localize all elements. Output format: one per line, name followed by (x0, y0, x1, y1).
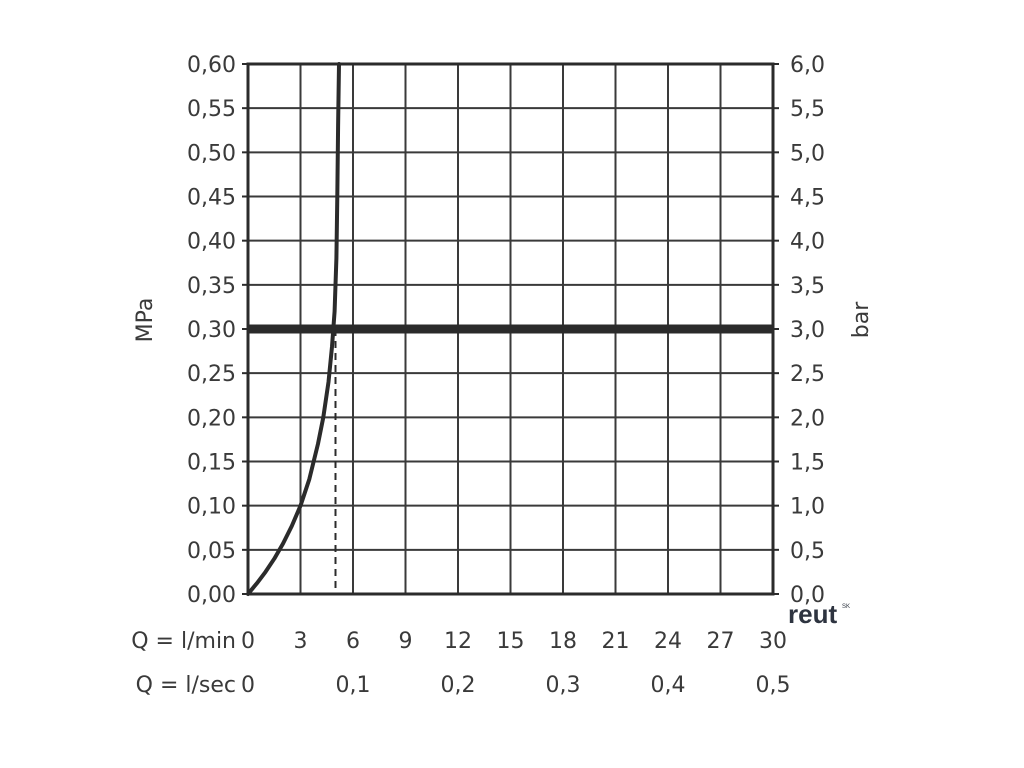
y-tick-label-right: 3,0 (790, 318, 825, 343)
x-tick-label-lmin: 9 (399, 629, 413, 654)
reference-lines (248, 324, 773, 594)
x-ticks-lsec: 0 0,1 0,2 0,3 0,4 0,5 (241, 673, 791, 698)
y-tick-label-right: 4,0 (790, 230, 825, 255)
y-tick-label-right: 4,5 (790, 186, 825, 211)
x-tick-label-lsec: 0 (241, 673, 255, 698)
brand-logo: reut SK (788, 599, 850, 629)
y-ticks-right: 0,0 0,5 1,0 1,5 2,0 2,5 3,0 3,5 4,0 4,5 5,0 5,5 6,0 (773, 53, 825, 608)
x-tick-label-lmin: 27 (707, 629, 735, 654)
x-tick-label-lmin: 6 (346, 629, 360, 654)
y-tick-label-right: 1,0 (790, 495, 825, 520)
y-tick-label-right: 6,0 (790, 53, 825, 78)
logo-text: reut (788, 599, 837, 629)
logo-sup: SK (842, 604, 850, 610)
x-ticks-lmin: 0 3 6 9 12 15 18 21 24 27 30 (241, 629, 787, 654)
y-tick-label-left: 0,20 (187, 406, 236, 431)
x-tick-label-lsec: 0,3 (546, 673, 581, 698)
y-tick-label-left: 0,00 (187, 583, 236, 608)
y-tick-label-right: 2,0 (790, 406, 825, 431)
y-tick-label-left: 0,60 (187, 53, 236, 78)
y-tick-label-left: 0,05 (187, 539, 236, 564)
x-tick-label-lsec: 0,1 (336, 673, 371, 698)
y-tick-label-right: 1,5 (790, 451, 825, 476)
y-tick-label-left: 0,30 (187, 318, 236, 343)
x-tick-label-lmin: 3 (294, 629, 308, 654)
y-tick-label-left: 0,15 (187, 451, 236, 476)
y-tick-label-left: 0,25 (187, 362, 236, 387)
x-tick-label-lsec: 0,4 (651, 673, 686, 698)
y-tick-label-left: 0,50 (187, 141, 236, 166)
y-tick-label-left: 0,35 (187, 274, 236, 299)
x-tick-label-lmin: 21 (602, 629, 630, 654)
y-tick-label-right: 5,0 (790, 141, 825, 166)
x-tick-label-lmin: 12 (444, 629, 472, 654)
x-tick-label-lmin: 0 (241, 629, 255, 654)
y-tick-label-right: 0,0 (790, 583, 825, 608)
x-tick-label-lmin: 18 (549, 629, 577, 654)
x-axis-label-lmin: Q = l/min (131, 629, 236, 654)
y-tick-label-left: 0,10 (187, 495, 236, 520)
y-ticks-left: 0,00 0,05 0,10 0,15 0,20 0,25 0,30 0,35 0,40 0,45… (187, 53, 248, 608)
x-tick-label-lmin: 30 (759, 629, 787, 654)
y-tick-label-left: 0,40 (187, 230, 236, 255)
x-tick-label-lmin: 24 (654, 629, 682, 654)
curves (246, 62, 341, 596)
y-tick-label-right: 3,5 (790, 274, 825, 299)
x-axis-label-lsec: Q = l/sec (136, 673, 236, 698)
y-tick-label-left: 0,55 (187, 97, 236, 122)
y-tick-label-right: 5,5 (790, 97, 825, 122)
x-tick-label-lsec: 0,5 (756, 673, 791, 698)
y-tick-label-right: 2,5 (790, 362, 825, 387)
x-tick-label-lsec: 0,2 (441, 673, 476, 698)
x-tick-label-lmin: 15 (497, 629, 525, 654)
y-axis-label-left: MPa (133, 298, 158, 343)
flow-curve-1 (246, 62, 341, 596)
y-axis-label-right: bar (849, 301, 874, 338)
y-tick-label-left: 0,45 (187, 186, 236, 211)
y-tick-label-right: 0,5 (790, 539, 825, 564)
